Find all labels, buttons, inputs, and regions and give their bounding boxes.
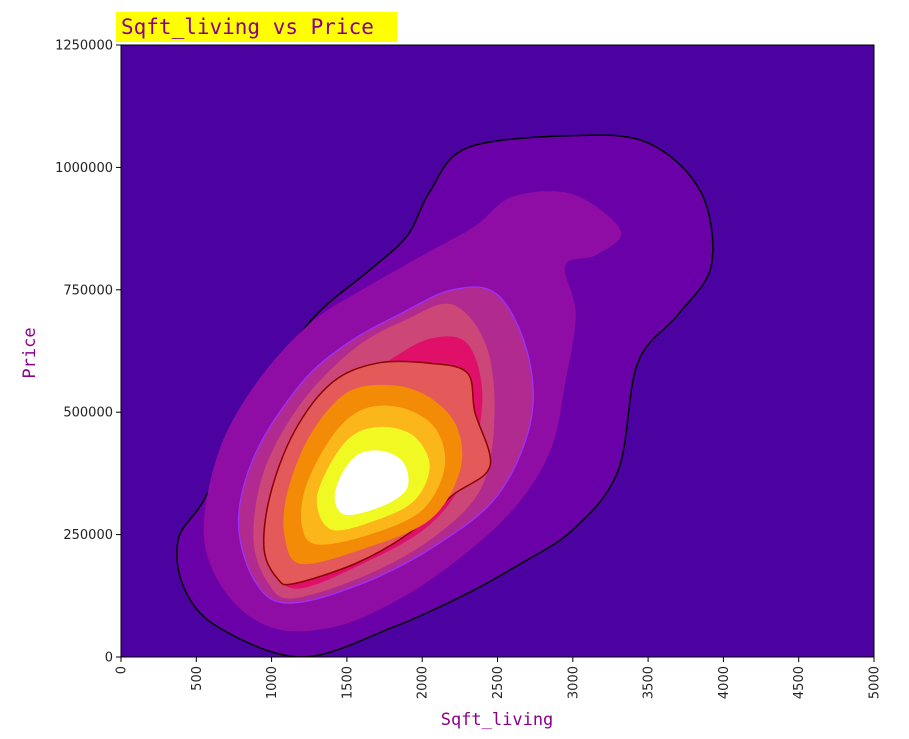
y-tick-label: 250000	[63, 528, 113, 543]
x-tick-label: 1500	[340, 666, 355, 699]
plot-area	[121, 45, 874, 657]
x-axis: 0 500 1000 1500 2000 2500 3000 3500 4000 4500 5000	[115, 657, 883, 699]
x-tick-label: 4000	[717, 666, 732, 699]
x-tick-label: 5000	[868, 666, 883, 699]
x-tick-label: 1000	[265, 666, 280, 699]
density-level-10	[334, 450, 409, 516]
y-tick-label: 0	[105, 651, 113, 666]
chart-title: Sqft_living vs Price	[116, 12, 397, 42]
x-tick-label: 500	[190, 666, 205, 691]
x-tick-label: 3500	[642, 666, 657, 699]
x-tick-label: 0	[115, 666, 130, 674]
y-tick-label: 750000	[63, 283, 113, 298]
y-tick-label: 1000000	[55, 161, 113, 176]
x-tick-label: 4500	[792, 666, 807, 699]
chart-title-text: Sqft_living vs Price	[121, 15, 374, 39]
y-tick-label: 500000	[63, 406, 113, 421]
y-axis-label: Price	[20, 327, 40, 378]
density-contour-line	[237, 286, 534, 604]
x-tick-label: 2000	[416, 666, 431, 699]
y-axis: 0 250000 500000 750000 1000000 1250000	[55, 39, 121, 666]
x-tick-label: 3000	[566, 666, 581, 699]
y-tick-label: 1250000	[55, 39, 113, 54]
title-highlight	[116, 12, 397, 42]
x-axis-label: Sqft_living	[441, 710, 554, 730]
x-tick-label: 2500	[491, 666, 506, 699]
